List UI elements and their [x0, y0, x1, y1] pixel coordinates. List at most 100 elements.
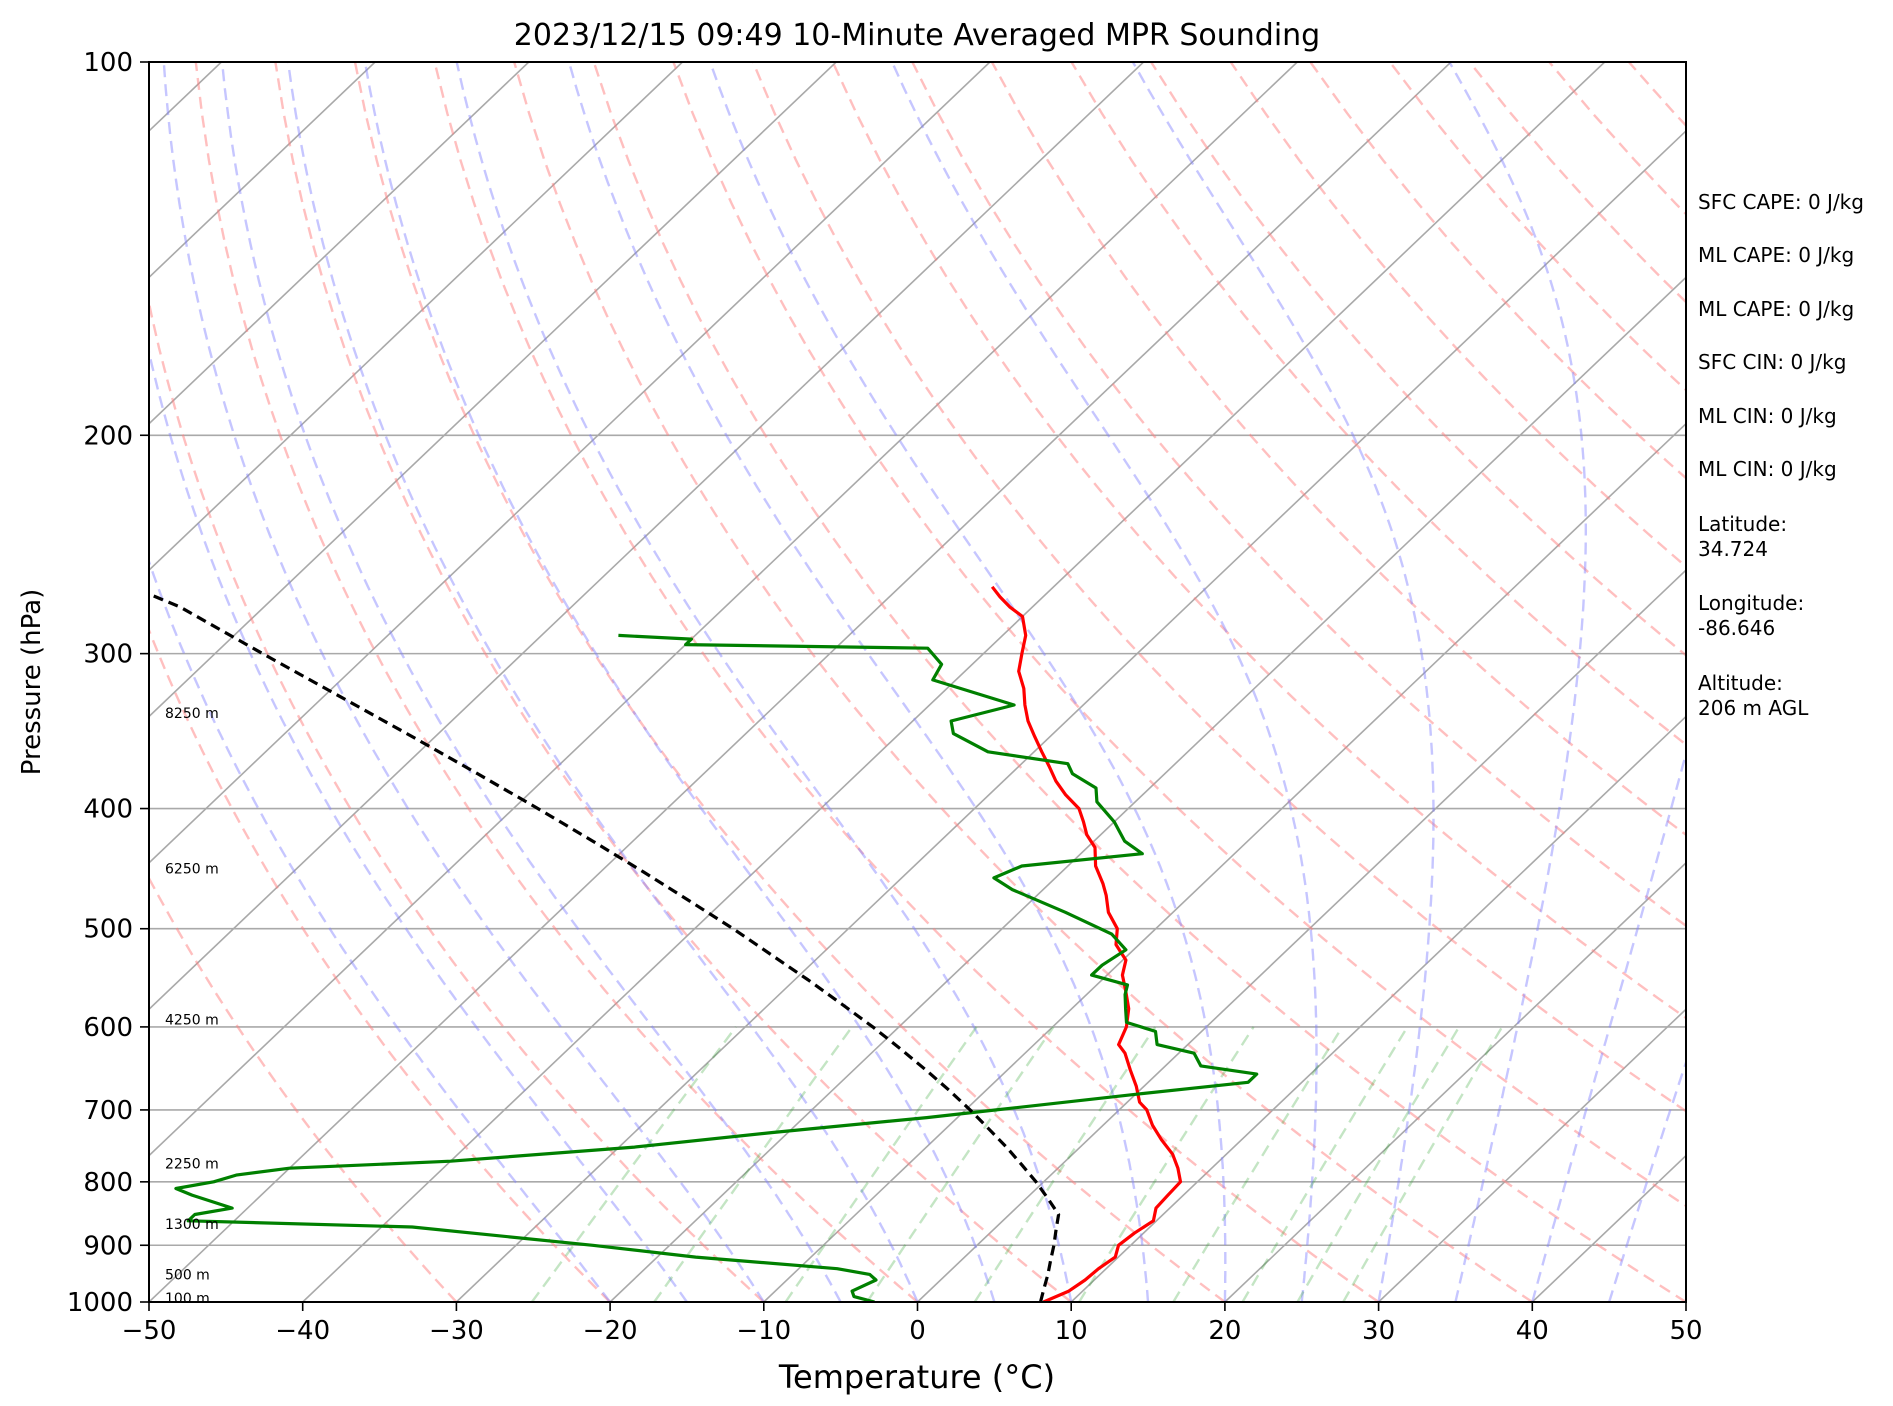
dry-adiabat	[592, 62, 1686, 1302]
stat-text: -86.646	[1698, 616, 1775, 640]
isotherm	[149, 62, 991, 864]
moist-adiabat	[567, 62, 1150, 1302]
stat-text: Longitude:	[1698, 591, 1804, 615]
x-tick-label: 40	[1516, 1316, 1549, 1346]
dewpoint-line	[174, 633, 1259, 1302]
mixing-ratio-line	[1172, 1026, 1344, 1302]
moist-adiabat	[149, 346, 688, 1302]
dry-adiabat	[1150, 62, 1686, 657]
stat-text: ML CIN: 0 J/kg	[1698, 404, 1837, 428]
y-axis: 100 200 300 400 500 600 700 800 900 1000	[67, 48, 149, 1318]
height-label: 100 m	[165, 1291, 210, 1307]
stat-text: SFC CIN: 0 J/kg	[1698, 350, 1846, 374]
y-tick-label: 800	[83, 1168, 133, 1198]
isotherm	[1224, 861, 1686, 1302]
moist-adiabat	[1131, 62, 1435, 1302]
isotherm	[149, 62, 684, 572]
y-tick-label: 400	[83, 795, 133, 825]
moist-adiabat	[149, 558, 612, 1302]
mixing-ratio-line	[1296, 1026, 1461, 1302]
background-lines	[149, 62, 1686, 1302]
stat-text: ML CAPE: 0 J/kg	[1698, 243, 1854, 267]
moist-adiabat	[220, 62, 842, 1302]
dry-adiabat	[353, 62, 1226, 1302]
moist-adiabat	[891, 62, 1318, 1302]
dry-adiabat	[274, 62, 1072, 1302]
dry-adiabat	[194, 62, 919, 1302]
y-tick-label: 100	[83, 48, 133, 78]
parcel-line	[149, 592, 1061, 1302]
dry-adiabat	[1070, 62, 1686, 747]
stat-text: 34.724	[1698, 537, 1768, 561]
moist-adiabat	[1531, 749, 1686, 1302]
isotherm	[455, 129, 1686, 1302]
moist-adiabat	[708, 62, 1227, 1302]
y-tick-label: 900	[83, 1231, 133, 1261]
isotherm	[302, 62, 1606, 1302]
y-tick-label: 500	[83, 915, 133, 945]
dry-adiabat	[149, 297, 765, 1302]
mixing-ratio-line	[973, 1026, 1157, 1302]
height-label: 2250 m	[165, 1156, 219, 1172]
x-tick-label: −40	[275, 1316, 330, 1346]
chart-title: 2023/12/15 09:49 10-Minute Averaged MPR …	[514, 18, 1320, 53]
isotherm	[149, 62, 837, 718]
mixing-ratio-line	[1241, 1026, 1409, 1302]
y-tick-label: 700	[83, 1096, 133, 1126]
x-axis-label: Temperature (°C)	[778, 1358, 1055, 1396]
isotherm	[149, 62, 1145, 1011]
stat-text: SFC CAPE: 0 J/kg	[1698, 190, 1864, 214]
dry-adiabat	[1229, 62, 1686, 569]
moist-adiabat	[1448, 62, 1587, 1302]
mixing-ratio-line	[530, 1026, 737, 1302]
x-tick-label: −50	[122, 1316, 177, 1346]
isotherm	[149, 62, 530, 425]
y-tick-label: 200	[83, 421, 133, 451]
x-tick-label: 0	[909, 1316, 926, 1346]
x-tick-label: 30	[1362, 1316, 1395, 1346]
temperature-line	[990, 585, 1183, 1302]
dry-adiabat	[831, 62, 1686, 1020]
stat-text: 206 m AGL	[1698, 696, 1809, 720]
x-tick-label: 50	[1669, 1316, 1702, 1346]
x-tick-label: 20	[1208, 1316, 1241, 1346]
y-axis-label: Pressure (hPa)	[17, 589, 47, 776]
moist-adiabat	[455, 62, 1073, 1302]
x-tick-label: −30	[429, 1316, 484, 1346]
moist-adiabat	[363, 62, 996, 1302]
height-label: 500 m	[165, 1267, 210, 1283]
x-tick-label: −20	[583, 1316, 638, 1346]
isotherm	[1378, 1008, 1686, 1302]
isotherm	[149, 62, 1452, 1302]
isotherm	[1070, 715, 1686, 1302]
dry-adiabat	[433, 62, 1380, 1302]
mixing-ratio-line	[653, 1026, 853, 1302]
isotherm	[609, 276, 1686, 1302]
x-axis: −50 −40 −30 −20 −10 0 10 20 30 40 50	[122, 1302, 1703, 1346]
height-label: 8250 m	[165, 706, 219, 722]
stat-text: Latitude:	[1698, 512, 1787, 536]
height-label: 1300 m	[165, 1217, 219, 1233]
isotherm	[149, 62, 376, 279]
mixing-ratio-line	[866, 1026, 1055, 1302]
height-labels: 100 m 500 m 1300 m 2250 m 4250 m 6250 m 8250 m	[165, 706, 219, 1307]
stat-text: ML CAPE: 0 J/kg	[1698, 297, 1854, 321]
dry-adiabat	[672, 62, 1686, 1208]
sounding-stats: SFC CAPE: 0 J/kg ML CAPE: 0 J/kg ML CAPE: …	[1698, 190, 1864, 720]
dry-adiabat	[149, 627, 611, 1302]
dry-adiabat	[149, 875, 458, 1302]
moist-adiabat	[162, 62, 765, 1302]
mixing-ratio-line	[784, 1026, 978, 1302]
dry-adiabat	[513, 62, 1533, 1302]
height-label: 6250 m	[165, 861, 219, 877]
dry-adiabat	[751, 62, 1686, 1113]
isotherm	[763, 422, 1686, 1302]
y-tick-label: 1000	[67, 1288, 133, 1318]
isotherm	[149, 62, 1298, 1157]
stat-text: Altitude:	[1698, 671, 1783, 695]
moist-adiabat	[286, 62, 919, 1302]
sounding-lines	[149, 585, 1259, 1302]
mixing-ratio-line	[1342, 1026, 1504, 1302]
